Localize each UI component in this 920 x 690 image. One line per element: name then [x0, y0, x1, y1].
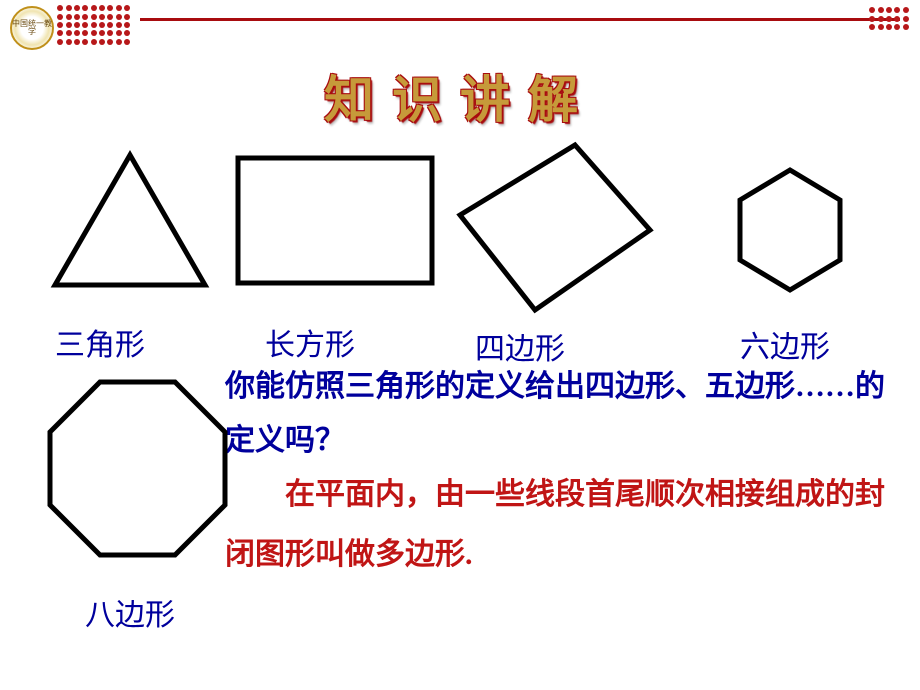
shape-quadrilateral [445, 135, 665, 325]
logo-stamp: 中国统一教学 [10, 6, 54, 50]
shape-hexagon [720, 160, 860, 310]
dot-pattern-right [868, 6, 910, 31]
shape-triangle [40, 145, 220, 295]
header-divider [140, 18, 900, 21]
shape-rectangle [230, 150, 440, 300]
shape-octagon [35, 370, 235, 570]
label-octagon: 八边形 [85, 590, 175, 634]
dot-pattern-left [56, 4, 131, 46]
page-title: 知识讲解 [0, 60, 920, 132]
definition-text: 在平面内，由一些线段首尾顺次相接组成的封闭图形叫做多边形. [225, 465, 885, 585]
question-text: 你能仿照三角形的定义给出四边形、五边形……的定义吗？ [225, 360, 885, 468]
octagon-wrap [35, 370, 235, 575]
label-triangle: 三角形 [55, 320, 145, 364]
label-rectangle: 长方形 [265, 320, 355, 364]
shapes-row [20, 135, 900, 325]
header-bar: 中国统一教学 [0, 0, 920, 50]
